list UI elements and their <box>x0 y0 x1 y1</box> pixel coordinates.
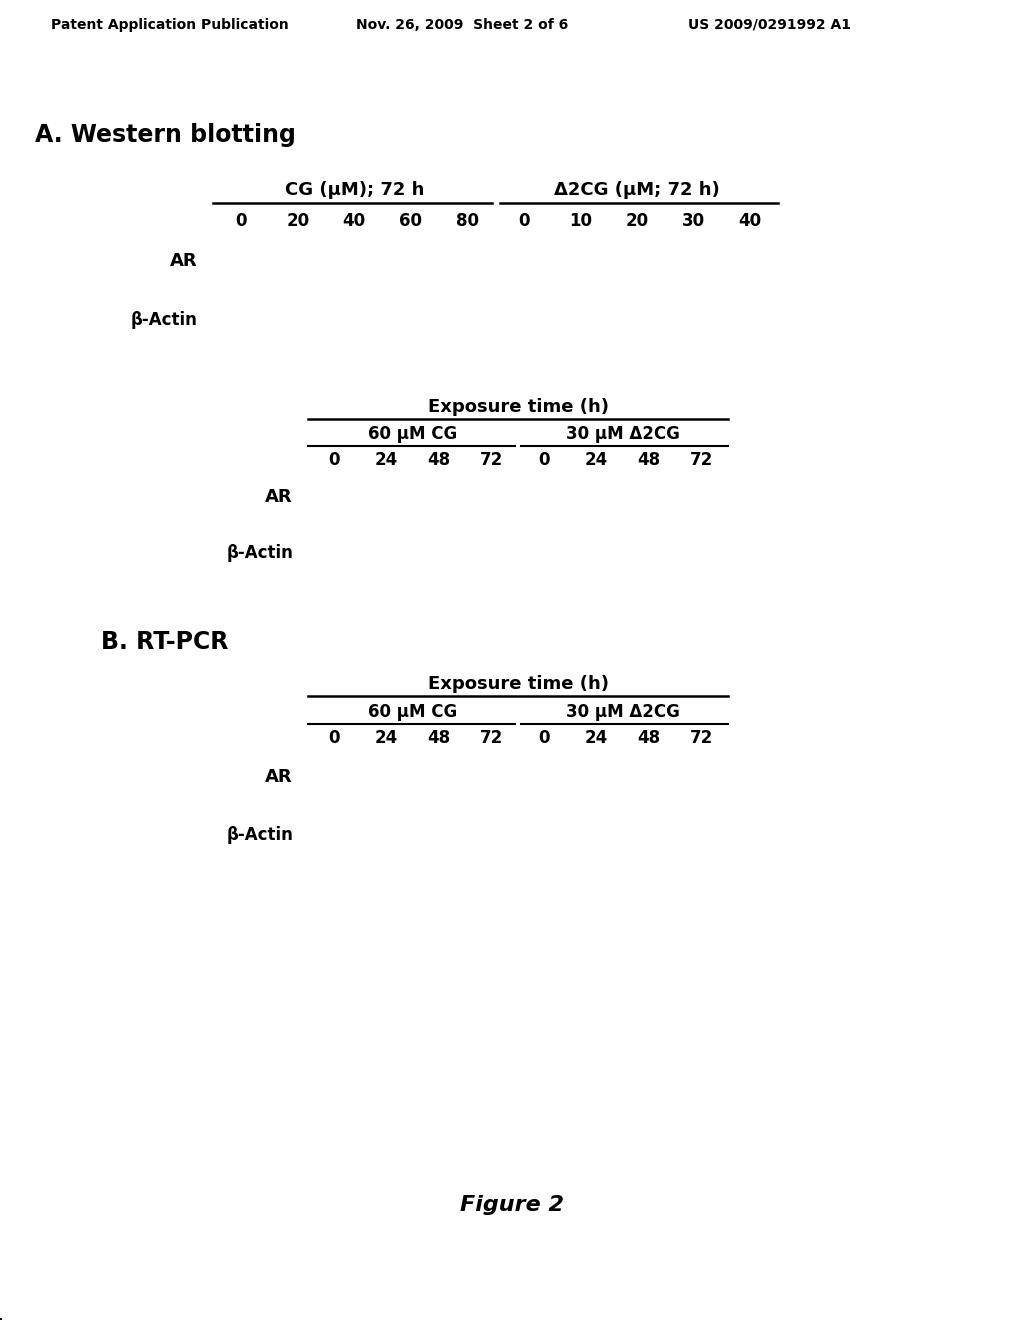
Text: 24: 24 <box>585 451 608 469</box>
Text: 30 μM Δ2CG: 30 μM Δ2CG <box>566 425 680 444</box>
Text: 80: 80 <box>456 213 479 230</box>
Text: 40: 40 <box>343 213 366 230</box>
Text: 0: 0 <box>539 451 550 469</box>
Text: 60 μM CG: 60 μM CG <box>369 704 458 721</box>
Text: 72: 72 <box>690 729 714 747</box>
Text: 72: 72 <box>690 451 714 469</box>
Text: 30 μM Δ2CG: 30 μM Δ2CG <box>566 704 680 721</box>
Text: Exposure time (h): Exposure time (h) <box>427 675 608 693</box>
Text: 48: 48 <box>428 451 451 469</box>
Text: 30: 30 <box>682 213 705 230</box>
Text: CG (μM); 72 h: CG (μM); 72 h <box>285 181 424 199</box>
Text: 0: 0 <box>518 213 529 230</box>
Text: B. RT-PCR: B. RT-PCR <box>101 630 228 653</box>
Text: 0: 0 <box>236 213 247 230</box>
Text: 24: 24 <box>375 729 398 747</box>
Text: 20: 20 <box>286 213 309 230</box>
Text: Δ2CG (μM; 72 h): Δ2CG (μM; 72 h) <box>554 181 720 199</box>
Text: 0: 0 <box>329 729 340 747</box>
Text: AR: AR <box>265 768 293 785</box>
Text: 48: 48 <box>638 451 660 469</box>
Text: 20: 20 <box>626 213 648 230</box>
Text: 72: 72 <box>480 451 504 469</box>
Text: AR: AR <box>170 252 198 271</box>
Text: 72: 72 <box>480 729 504 747</box>
Text: 0: 0 <box>539 729 550 747</box>
Text: β-Actin: β-Actin <box>226 826 293 843</box>
Text: β-Actin: β-Actin <box>226 544 293 562</box>
Text: Nov. 26, 2009  Sheet 2 of 6: Nov. 26, 2009 Sheet 2 of 6 <box>356 18 568 32</box>
Text: β-Actin: β-Actin <box>131 312 198 329</box>
Text: 48: 48 <box>638 729 660 747</box>
Text: 48: 48 <box>428 729 451 747</box>
Text: 24: 24 <box>585 729 608 747</box>
Text: 40: 40 <box>738 213 761 230</box>
Text: US 2009/0291992 A1: US 2009/0291992 A1 <box>688 18 852 32</box>
Text: 60 μM CG: 60 μM CG <box>369 425 458 444</box>
Text: Patent Application Publication: Patent Application Publication <box>51 18 289 32</box>
Text: 0: 0 <box>329 451 340 469</box>
Text: 24: 24 <box>375 451 398 469</box>
Text: Figure 2: Figure 2 <box>460 1195 564 1214</box>
Text: 60: 60 <box>399 213 422 230</box>
Text: Exposure time (h): Exposure time (h) <box>427 399 608 416</box>
Text: AR: AR <box>265 487 293 506</box>
Text: A. Western blotting: A. Western blotting <box>35 123 296 147</box>
Text: 10: 10 <box>568 213 592 230</box>
